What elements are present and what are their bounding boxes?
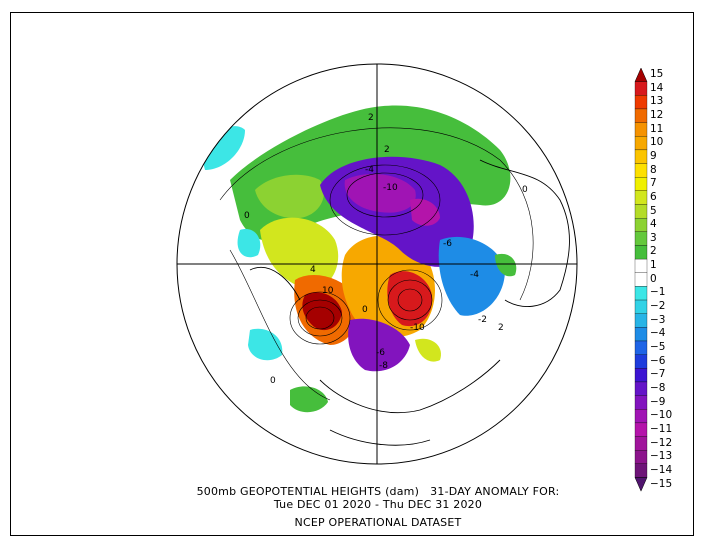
contour-label: -8 bbox=[379, 361, 388, 371]
positive-anomaly-region bbox=[387, 271, 433, 327]
colorbar-label: −12 bbox=[650, 436, 673, 449]
colorbar-label: −5 bbox=[650, 341, 666, 353]
colorbar-label: −9 bbox=[650, 395, 666, 408]
contour-label: 0 bbox=[270, 376, 276, 386]
colorbar-label: −15 bbox=[650, 477, 673, 490]
positive-anomaly-region bbox=[302, 292, 342, 331]
colorbar-swatch bbox=[634, 217, 648, 232]
colorbar-swatch bbox=[634, 450, 648, 465]
colorbar-label: 7 bbox=[650, 177, 657, 190]
caption-line-2: Tue DEC 01 2020 - Thu DEC 31 2020 bbox=[273, 498, 483, 511]
colorbar-label: −13 bbox=[650, 450, 673, 463]
caption-line-3: NCEP OPERATIONAL DATASET bbox=[294, 516, 462, 529]
contour-label: 2 bbox=[368, 113, 374, 123]
colorbar-swatch bbox=[634, 272, 648, 287]
colorbar-label: −4 bbox=[650, 327, 666, 340]
colorbar-label: −10 bbox=[650, 409, 673, 422]
colorbar-label: 3 bbox=[650, 231, 657, 244]
colorbar-swatch bbox=[634, 395, 648, 410]
colorbar-label: 9 bbox=[650, 149, 657, 162]
colorbar-swatch bbox=[634, 286, 648, 301]
colorbar-label: 13 bbox=[650, 95, 664, 108]
colorbar-label: −8 bbox=[650, 381, 666, 394]
negative-anomaly-region bbox=[344, 174, 416, 213]
colorbar-label: 14 bbox=[650, 81, 664, 94]
colorbar-label: 0 bbox=[650, 272, 657, 285]
contour-label: 4 bbox=[310, 265, 316, 275]
colorbar-swatch bbox=[634, 313, 648, 328]
colorbar-swatch bbox=[634, 327, 648, 342]
colorbar-swatch bbox=[634, 136, 648, 151]
negative-anomaly-region bbox=[410, 198, 440, 226]
colorbar-swatch bbox=[634, 231, 648, 246]
colorbar-swatch bbox=[634, 340, 648, 355]
colorbar-label: 12 bbox=[650, 108, 664, 121]
colorbar-swatch bbox=[634, 95, 648, 110]
colorbar-label: 5 bbox=[650, 204, 657, 217]
colorbar-swatch bbox=[634, 258, 648, 273]
contour-label: 2 bbox=[384, 145, 390, 155]
colorbar bbox=[634, 67, 648, 492]
contour-label: 10 bbox=[322, 286, 334, 296]
contour-label: 2 bbox=[498, 323, 504, 333]
colorbar-label: −14 bbox=[650, 463, 673, 476]
colorbar-label: 11 bbox=[650, 122, 664, 135]
colorbar-arrow-top bbox=[634, 67, 648, 82]
negative-anomaly-region bbox=[348, 318, 410, 372]
colorbar-label: −7 bbox=[650, 368, 666, 381]
colorbar-label: −3 bbox=[650, 313, 666, 326]
colorbar-swatch bbox=[634, 436, 648, 451]
contour-label: -10 bbox=[383, 183, 398, 193]
colorbar-label: 1 bbox=[650, 259, 657, 272]
colorbar-label: 6 bbox=[650, 190, 657, 203]
colorbar-swatch bbox=[634, 354, 648, 369]
colorbar-label: −1 bbox=[650, 286, 666, 299]
positive-anomaly-region bbox=[255, 174, 324, 219]
contour-label: -10 bbox=[410, 323, 425, 333]
colorbar-label: 10 bbox=[650, 136, 664, 149]
negative-anomaly-region bbox=[438, 236, 505, 316]
colorbar-swatch bbox=[634, 463, 648, 478]
colorbar-swatch bbox=[634, 381, 648, 396]
colorbar-label: 15 bbox=[650, 68, 664, 80]
negative-anomaly-region bbox=[237, 229, 261, 258]
colorbar-swatch bbox=[634, 163, 648, 178]
colorbar-swatch bbox=[634, 190, 648, 205]
contour-label: -6 bbox=[443, 239, 452, 249]
negative-anomaly-region bbox=[200, 126, 245, 170]
contour-label: 0 bbox=[244, 211, 250, 221]
colorbar-label: −2 bbox=[650, 300, 666, 313]
colorbar-swatch bbox=[634, 409, 648, 424]
colorbar-label: 4 bbox=[650, 218, 657, 231]
contour-label: 0 bbox=[522, 185, 528, 195]
colorbar-swatch bbox=[634, 368, 648, 383]
colorbar-label: −11 bbox=[650, 422, 673, 435]
contour-label: -4 bbox=[470, 270, 479, 280]
colorbar-swatch bbox=[634, 422, 648, 437]
colorbar-swatch bbox=[634, 245, 648, 260]
colorbar-swatch bbox=[634, 108, 648, 123]
contour-label: 0 bbox=[362, 305, 368, 315]
colorbar-label: 2 bbox=[650, 245, 657, 258]
colorbar-swatch bbox=[634, 81, 648, 96]
figure-frame bbox=[10, 12, 694, 536]
colorbar-swatch bbox=[634, 177, 648, 191]
negative-anomaly-region bbox=[248, 328, 283, 361]
caption-line-1: 500mb GEOPOTENTIAL HEIGHTS (dam) 31-DAY … bbox=[196, 485, 560, 498]
positive-anomaly-region bbox=[290, 386, 328, 413]
colorbar-arrow-bottom bbox=[634, 477, 648, 492]
positive-anomaly-region bbox=[495, 253, 517, 277]
positive-anomaly-region bbox=[415, 338, 441, 362]
colorbar-swatch bbox=[634, 299, 648, 314]
contour-label: -2 bbox=[478, 315, 487, 325]
colorbar-label: 8 bbox=[650, 163, 657, 176]
contour-label: -6 bbox=[376, 348, 385, 358]
colorbar-swatch bbox=[634, 122, 648, 137]
contour-label: -4 bbox=[365, 165, 374, 175]
positive-anomaly-region bbox=[260, 217, 339, 290]
colorbar-label: −6 bbox=[650, 354, 666, 367]
colorbar-swatch bbox=[634, 149, 648, 164]
colorbar-swatch bbox=[634, 204, 648, 219]
